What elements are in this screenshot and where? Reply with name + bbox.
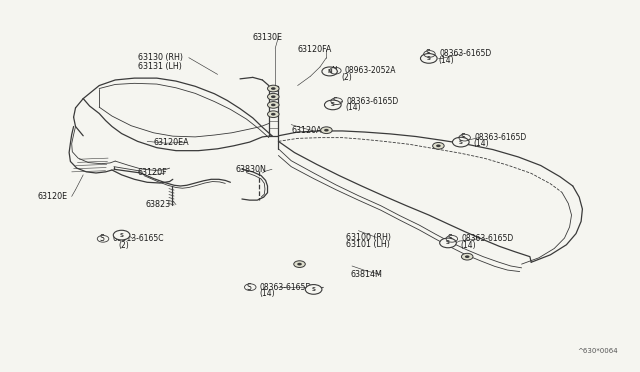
Text: S: S xyxy=(426,49,430,58)
Text: S: S xyxy=(331,102,335,108)
Text: S: S xyxy=(120,232,124,238)
Circle shape xyxy=(271,87,276,90)
Text: S: S xyxy=(461,133,465,142)
Text: 63131 (LH): 63131 (LH) xyxy=(138,62,182,71)
Text: ^630*0064: ^630*0064 xyxy=(577,348,618,354)
Circle shape xyxy=(440,238,456,248)
Text: 08363-6165D: 08363-6165D xyxy=(346,97,399,106)
Text: 63823: 63823 xyxy=(146,200,171,209)
Text: N: N xyxy=(332,66,337,75)
Text: S: S xyxy=(312,287,316,292)
Text: (14): (14) xyxy=(259,289,275,298)
Circle shape xyxy=(271,103,276,106)
Text: 63120A: 63120A xyxy=(291,126,322,135)
Text: 08963-2052A: 08963-2052A xyxy=(345,66,396,75)
Circle shape xyxy=(436,144,441,147)
Circle shape xyxy=(294,261,305,267)
Text: (14): (14) xyxy=(346,103,361,112)
Circle shape xyxy=(461,253,473,260)
Circle shape xyxy=(322,67,337,76)
Circle shape xyxy=(113,230,130,240)
Text: (14): (14) xyxy=(474,140,489,148)
Text: 08363-6165D: 08363-6165D xyxy=(260,283,312,292)
Text: 63814M: 63814M xyxy=(351,270,383,279)
Text: S: S xyxy=(448,234,452,243)
Text: 63100 (RH): 63100 (RH) xyxy=(346,233,390,242)
Text: 08513-6165C: 08513-6165C xyxy=(113,234,164,243)
Text: 63101 (LH): 63101 (LH) xyxy=(346,240,390,249)
Text: (14): (14) xyxy=(461,241,476,250)
Circle shape xyxy=(452,137,469,147)
Circle shape xyxy=(420,54,437,63)
Text: 63130E: 63130E xyxy=(253,33,283,42)
Circle shape xyxy=(268,85,279,92)
Text: (2): (2) xyxy=(118,241,129,250)
Circle shape xyxy=(321,127,332,134)
Circle shape xyxy=(268,111,279,118)
Text: S: S xyxy=(333,97,337,106)
Text: (2): (2) xyxy=(341,73,352,81)
Circle shape xyxy=(465,255,470,258)
Circle shape xyxy=(297,263,302,266)
Text: 63120F: 63120F xyxy=(138,169,167,177)
Text: 08363-6165D: 08363-6165D xyxy=(474,133,527,142)
Text: S: S xyxy=(99,234,104,243)
Text: (14): (14) xyxy=(438,56,454,65)
Circle shape xyxy=(433,142,444,149)
Text: S: S xyxy=(246,283,251,292)
Circle shape xyxy=(305,285,322,294)
Text: N: N xyxy=(327,69,332,74)
Text: S: S xyxy=(446,240,450,246)
Circle shape xyxy=(324,129,329,132)
Circle shape xyxy=(268,102,279,108)
Circle shape xyxy=(271,95,276,98)
Text: 63120FA: 63120FA xyxy=(298,45,332,54)
Text: 08363-6165D: 08363-6165D xyxy=(439,49,492,58)
Text: 63830N: 63830N xyxy=(236,165,266,174)
Circle shape xyxy=(271,113,276,116)
Text: 63130 (RH): 63130 (RH) xyxy=(138,53,182,62)
Text: 08363-6165D: 08363-6165D xyxy=(461,234,514,243)
Text: 63120E: 63120E xyxy=(37,192,67,201)
Text: 63120EA: 63120EA xyxy=(154,138,189,147)
Text: S: S xyxy=(459,140,463,145)
Text: S: S xyxy=(427,56,431,61)
Circle shape xyxy=(268,93,279,100)
Circle shape xyxy=(324,100,341,110)
